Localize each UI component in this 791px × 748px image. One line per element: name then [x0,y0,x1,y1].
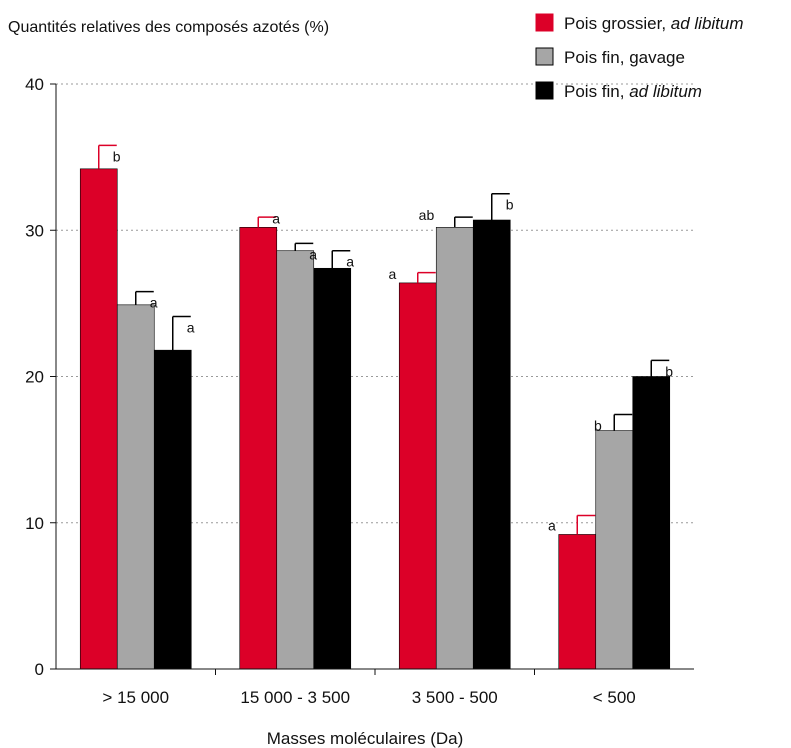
legend: Pois grossier, ad libitum Pois fin, gavag… [535,13,744,101]
significance-letter: a [272,210,280,226]
significance-letter: b [113,148,121,164]
x-tick-label: < 500 [593,688,636,707]
y-tick-label: 0 [35,660,44,679]
significance-letter: a [548,517,556,533]
bar [632,376,671,670]
significance-letter: a [150,295,158,311]
legend-entry: Pois grossier, ad libitum [564,14,744,33]
bar [472,219,511,670]
significance-letter: a [309,246,317,262]
bar [313,267,352,670]
significance-letter: a [388,266,396,282]
bar [398,282,437,670]
significance-letter: b [506,197,514,213]
bar [276,250,315,670]
legend-swatch [535,81,554,100]
legend-swatch [535,13,554,32]
y-tick-label: 10 [25,514,44,533]
x-tick-label: 3 500 - 500 [412,688,498,707]
legend-entry: Pois fin, ad libitum [564,82,702,101]
significance-letter: a [346,254,354,270]
bar [79,168,118,670]
x-axis-label: Masses moléculaires (Da) [267,729,464,748]
bar [435,227,474,670]
significance-letter: b [665,363,673,379]
bar [558,534,597,670]
significance-letter: b [594,418,602,434]
x-tick-label: > 15 000 [102,688,169,707]
bar [116,304,155,670]
y-tick-label: 30 [25,221,44,240]
y-tick-label: 40 [25,75,44,94]
x-tick-label: 15 000 - 3 500 [240,688,350,707]
bar [239,227,278,670]
y-axis-label: Quantités relatives des composés azotés … [8,19,329,36]
bar [595,430,634,670]
significance-letter: ab [419,207,435,223]
significance-letter: a [187,320,195,336]
y-tick-label: 20 [25,368,44,387]
bar [153,349,192,670]
legend-swatch [535,47,554,66]
axes: 0 10 20 30 40 > 15 000 15 000 - 3 500 3 500 - 5… [25,75,694,707]
legend-entry: Pois fin, gavage [564,48,685,67]
